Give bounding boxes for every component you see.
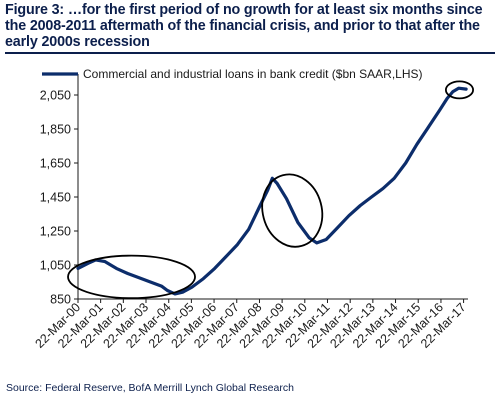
y-tick-label: 1,650 xyxy=(40,157,71,171)
annotation-ellipse-2002 xyxy=(67,254,196,300)
y-tick-label: 850 xyxy=(50,293,71,307)
series-line-c-and-i-loans xyxy=(76,86,468,296)
y-tick-label: 1,050 xyxy=(40,259,71,273)
y-tick-label: 1,450 xyxy=(40,191,71,205)
source-note: Source: Federal Reserve, BofA Merrill Ly… xyxy=(6,382,294,394)
annotation-ellipse-2009 xyxy=(261,173,324,248)
y-tick-label: 2,050 xyxy=(40,89,71,103)
title-divider xyxy=(5,52,495,54)
legend-label: Commercial and industrial loans in bank … xyxy=(83,67,423,81)
annotation-ellipse-2017 xyxy=(444,80,474,100)
y-tick-label: 1,250 xyxy=(40,225,71,239)
chart-title: Figure 3: …for the first period of no gr… xyxy=(5,2,483,50)
y-tick-label: 1,850 xyxy=(40,123,71,137)
